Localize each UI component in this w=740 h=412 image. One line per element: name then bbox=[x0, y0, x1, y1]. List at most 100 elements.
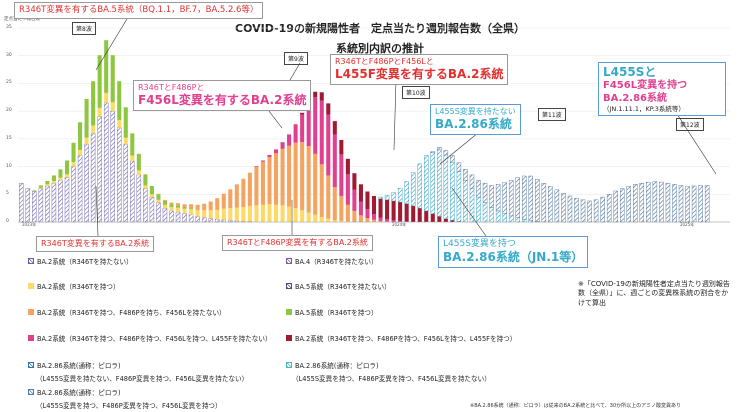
bar-segment bbox=[195, 204, 200, 210]
bar-segment bbox=[411, 205, 416, 222]
bar-segment bbox=[371, 214, 377, 220]
bar-segment bbox=[169, 204, 174, 208]
bar-segment bbox=[169, 202, 174, 205]
bar-segment bbox=[443, 150, 449, 156]
y-tick-label: 25 bbox=[6, 80, 12, 86]
bar-segment bbox=[345, 174, 350, 205]
y-tick-label: 20 bbox=[6, 108, 12, 114]
callout-l455s-ba286: L455S変異を持つ BA.2.86系統（JN.1等） bbox=[438, 236, 589, 269]
bar-segment bbox=[71, 162, 76, 167]
wave-label-10: 第10波 bbox=[402, 86, 430, 99]
bar-segment bbox=[58, 169, 63, 178]
chart-title: COVID-19の新規陽性者 定点当たり週別報告数（全県） bbox=[235, 22, 525, 35]
bar-segment bbox=[221, 208, 226, 220]
bar-segment bbox=[84, 137, 89, 145]
bar-segment bbox=[32, 190, 37, 192]
bar-segment bbox=[189, 204, 194, 209]
bar-segment bbox=[38, 187, 43, 189]
bar-segment bbox=[306, 101, 311, 147]
bar-segment bbox=[417, 163, 422, 209]
legend-item: BA.2.86系統(通称：ピロラ) bbox=[28, 387, 121, 397]
bar-segment bbox=[300, 210, 305, 222]
bar-segment bbox=[371, 195, 377, 215]
bar-segment bbox=[352, 173, 357, 190]
legend-item: BA.5系統（R346Tを持たない） bbox=[286, 281, 391, 291]
bar-segment bbox=[58, 177, 63, 181]
bar-segment bbox=[502, 182, 507, 214]
bar-segment bbox=[176, 205, 181, 208]
bar-segment bbox=[254, 166, 259, 206]
bar-segment bbox=[417, 208, 422, 222]
bar-segment bbox=[247, 172, 252, 206]
bar-segment bbox=[450, 220, 455, 222]
callout-f456l-ba2: R346TとF486Pと F456L変異を有するBA.2系統 bbox=[133, 80, 312, 111]
bar-segment bbox=[221, 193, 226, 209]
bar-segment bbox=[306, 212, 311, 222]
bar-segment bbox=[215, 209, 220, 220]
bar-segment bbox=[254, 166, 259, 167]
bar-segment bbox=[326, 114, 331, 176]
bar-segment bbox=[64, 160, 70, 175]
bar-segment bbox=[293, 208, 298, 222]
year-label-2023: 2023年 bbox=[22, 222, 37, 227]
wave-label-9: 第9波 bbox=[284, 52, 308, 65]
bars bbox=[19, 40, 710, 223]
bar-segment bbox=[176, 207, 181, 213]
bar-segment bbox=[378, 196, 383, 199]
bar-segment bbox=[267, 204, 272, 222]
bar-segment bbox=[358, 184, 363, 202]
bar-segment bbox=[306, 146, 311, 213]
bar-segment bbox=[182, 207, 187, 209]
bar-segment bbox=[241, 178, 246, 208]
bar-segment bbox=[287, 206, 292, 222]
legend-item-detail: （L455S変異を持つ、F486P変異を持つ、F456L変異を持つ） bbox=[36, 402, 222, 410]
bar-segment bbox=[339, 154, 344, 196]
bar-segment bbox=[319, 100, 324, 165]
bar-segment bbox=[267, 154, 272, 158]
bar-segment bbox=[352, 210, 357, 222]
bar-segment bbox=[339, 139, 344, 155]
bar-segment bbox=[358, 215, 363, 222]
bar-segment bbox=[469, 174, 475, 189]
bar-segment bbox=[162, 199, 167, 201]
bar-segment bbox=[430, 213, 435, 222]
bar-segment bbox=[117, 81, 122, 121]
bar-segment bbox=[149, 194, 154, 198]
bar-segment bbox=[456, 162, 462, 172]
bar-segment bbox=[45, 184, 50, 186]
footnote: ※BA.2.86系統（通称：ピロラ）は従来のBA.2系統と比べて、30か所以上の… bbox=[470, 403, 682, 409]
bar-segment bbox=[162, 200, 167, 205]
year-label-2025: 2025年 bbox=[680, 222, 695, 227]
legend-item-detail: （L455S変異を持たない、F486P変異を持つ、F456L変異を持たない） bbox=[36, 375, 249, 383]
bar-segment bbox=[51, 180, 56, 184]
bar-segment bbox=[319, 217, 324, 222]
y-tick-label: 0 bbox=[6, 219, 9, 224]
bar-segment bbox=[300, 114, 305, 143]
bar-segment bbox=[136, 153, 141, 171]
bar-segment bbox=[208, 210, 213, 219]
bar-segment bbox=[254, 205, 259, 222]
legend-item: BA.2系統（R346Tを持つ、F486Pを持つ、F456Lを持つ、L455Fを… bbox=[286, 333, 516, 343]
bar-segment bbox=[450, 155, 455, 163]
bar-segment bbox=[430, 151, 436, 153]
bar-segment bbox=[91, 81, 96, 126]
bar-segment bbox=[130, 155, 135, 162]
bar-segment bbox=[365, 209, 370, 219]
bar-segment bbox=[195, 209, 200, 211]
bar-segment bbox=[515, 177, 520, 218]
bar-segment bbox=[234, 184, 239, 208]
bar-segment bbox=[365, 191, 370, 210]
bar-segment bbox=[143, 185, 148, 189]
wave-label-11: 第11波 bbox=[538, 108, 566, 121]
bar-segment bbox=[71, 142, 76, 163]
bar-segment bbox=[280, 148, 285, 206]
bar-segment bbox=[104, 92, 109, 103]
bar-segment bbox=[123, 137, 128, 145]
bar-segment bbox=[273, 153, 279, 205]
bar-segment bbox=[97, 107, 102, 117]
legend-item: BA.2.86系統(通称：ピロラ) bbox=[28, 360, 121, 370]
bar-segment bbox=[110, 102, 115, 112]
bar-segment bbox=[437, 216, 442, 222]
bar-segment bbox=[332, 121, 337, 135]
bar-segment bbox=[437, 146, 442, 151]
